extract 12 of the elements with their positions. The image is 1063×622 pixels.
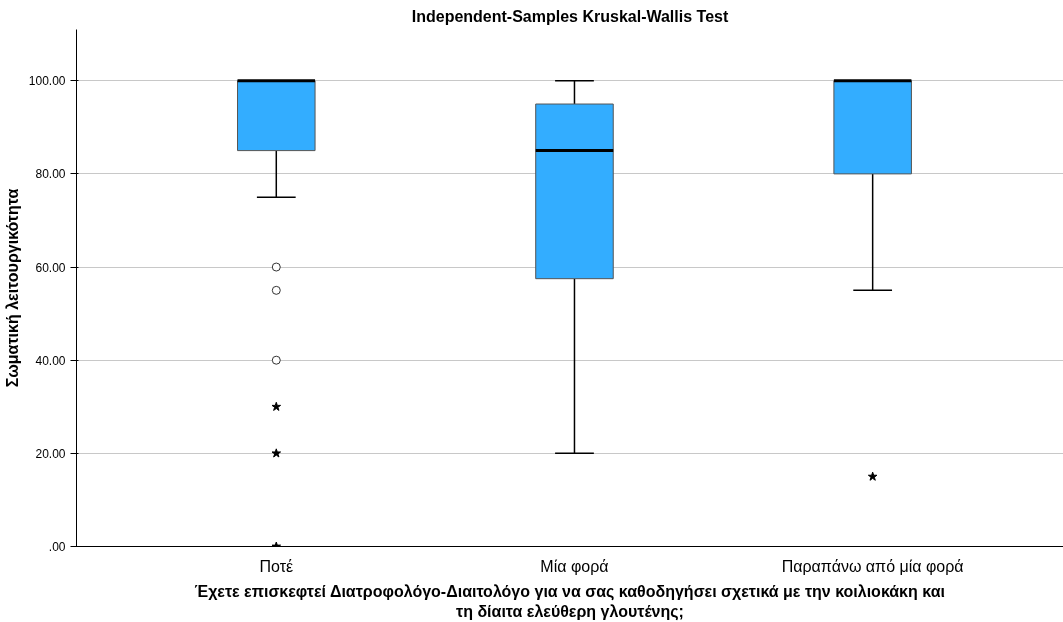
x-tick-label: Μία φορά	[540, 557, 609, 575]
y-tick-label: 40.00	[35, 353, 66, 368]
y-axis-title: Σωματική λειτουργικότητα	[3, 188, 21, 388]
x-axis-title: Έχετε επισκεφτεί Διατροφολόγο-Διαιτολόγο για να σας καθοδηγήσει σχετικά με την κοιλιοκάκη και τη δίαιτα ελεύθερη γλουτένης;	[194, 582, 945, 621]
x-tick-label: Παραπάνω από μία φορά	[781, 557, 964, 575]
y-tick-label: 80.00	[35, 167, 66, 182]
y-tick-label: 60.00	[35, 260, 66, 275]
y-tick-label: 100.00	[28, 74, 66, 89]
chart-title: Independent-Samples Kruskal-Wallis Test	[411, 7, 729, 25]
y-tick-label: 20.00	[35, 446, 66, 461]
y-tick-label: .00	[48, 540, 66, 554]
x-tick-label: Ποτέ	[259, 557, 294, 575]
